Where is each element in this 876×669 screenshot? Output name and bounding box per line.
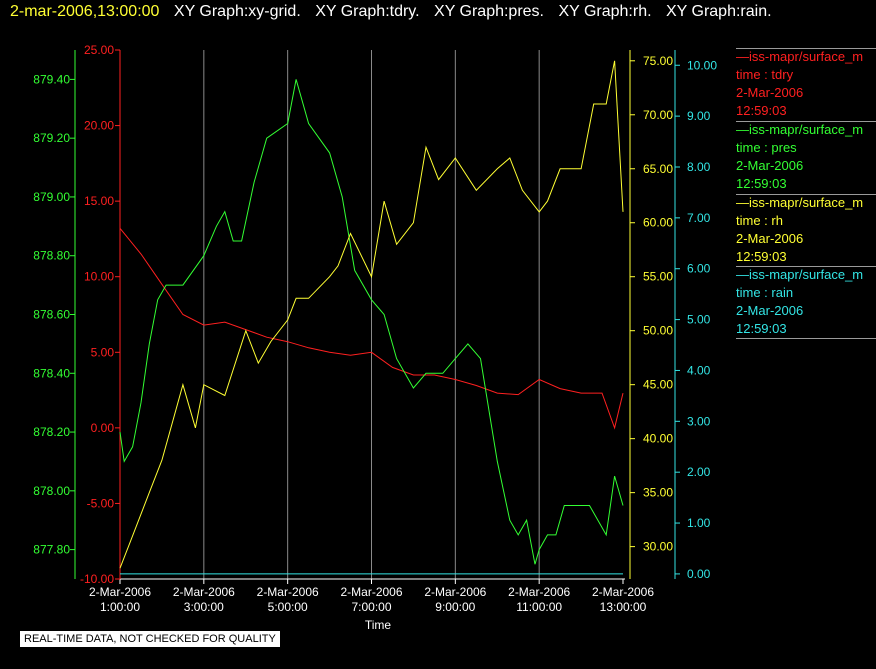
x-tick-date: 2-Mar-2006 <box>340 585 402 599</box>
rh-y-tick-label: 35.00 <box>643 486 673 500</box>
legend-separator <box>736 48 876 49</box>
rain-y-tick-label: 9.00 <box>687 109 711 123</box>
legend-separator <box>736 194 876 195</box>
x-tick-date: 2-Mar-2006 <box>592 585 654 599</box>
legend-entry-rh: —iss-mapr/surface_m time : rh 2-Mar-2006… <box>736 194 876 266</box>
legend-variable: time : pres <box>736 140 797 155</box>
legend-date: 2-Mar-2006 <box>736 231 804 246</box>
pres-y-tick-label: 878.40 <box>33 366 70 380</box>
x-axis-title: Time <box>364 618 392 632</box>
graph-name-pres: XY Graph:pres. <box>434 3 544 20</box>
x-tick-time: 13:00:00 <box>600 600 647 614</box>
x-tick-date: 2-Mar-2006 <box>257 585 319 599</box>
tdry-y-tick-label: 10.00 <box>84 270 114 284</box>
legend-source: —iss-mapr/surface_m <box>736 49 864 64</box>
legend-source: —iss-mapr/surface_m <box>736 267 864 282</box>
tdry-y-tick-label: -5.00 <box>87 496 115 510</box>
rh-y-tick-label: 65.00 <box>643 162 673 176</box>
rain-y-tick-label: 0.00 <box>687 567 711 581</box>
rh-y-tick-label: 70.00 <box>643 108 673 122</box>
tdry-series-line <box>119 227 624 430</box>
legend-separator <box>736 338 876 339</box>
rh-y-tick-label: 50.00 <box>643 324 673 338</box>
tdry-y-tick-label: 5.00 <box>91 345 115 359</box>
rain-y-tick-label: 8.00 <box>687 160 711 174</box>
graph-name-tdry: XY Graph:tdry. <box>315 3 420 20</box>
rh-y-tick-label: 45.00 <box>643 378 673 392</box>
quality-disclaimer: REAL-TIME DATA, NOT CHECKED FOR QUALITY <box>20 631 280 647</box>
legend-time: 12:59:03 <box>736 249 787 264</box>
x-tick-time: 5:00:00 <box>268 600 308 614</box>
x-tick-time: 7:00:00 <box>351 600 391 614</box>
rh-y-tick-label: 55.00 <box>643 270 673 284</box>
tdry-y-tick-label: 20.00 <box>84 119 114 133</box>
rain-y-tick-label: 6.00 <box>687 262 711 276</box>
rain-y-tick-label: 2.00 <box>687 465 711 479</box>
rain-y-tick-label: 4.00 <box>687 363 711 377</box>
x-tick-time: 11:00:00 <box>516 600 562 614</box>
legend-source: —iss-mapr/surface_m <box>736 122 864 137</box>
pres-y-tick-label: 878.60 <box>33 308 70 322</box>
tdry-y-tick-label: 0.00 <box>91 421 115 435</box>
pres-y-tick-label: 878.80 <box>33 249 70 263</box>
rh-y-tick-label: 40.00 <box>643 432 673 446</box>
rh-series-line <box>119 60 624 569</box>
graph-header: 2-mar-2006,13:00:00 XY Graph:xy-grid. XY… <box>10 3 772 21</box>
x-tick-date: 2-Mar-2006 <box>424 585 486 599</box>
legend-time: 12:59:03 <box>736 103 787 118</box>
legend-date: 2-Mar-2006 <box>736 158 804 173</box>
x-tick-time: 3:00:00 <box>184 600 224 614</box>
legend-entry-rain: —iss-mapr/surface_m time : rain 2-Mar-20… <box>736 266 876 339</box>
rain-y-tick-label: 1.00 <box>687 516 711 530</box>
graph-name-rain: XY Graph:rain. <box>666 3 772 20</box>
x-tick-time: 1:00:00 <box>100 600 140 614</box>
legend-date: 2-Mar-2006 <box>736 85 804 100</box>
legend-separator <box>736 121 876 122</box>
legend-separator <box>736 266 876 267</box>
pres-y-tick-label: 878.00 <box>33 484 70 498</box>
x-tick-time: 9:00:00 <box>435 600 475 614</box>
rain-y-tick-label: 7.00 <box>687 211 711 225</box>
x-tick-date: 2-Mar-2006 <box>173 585 235 599</box>
legend-variable: time : rain <box>736 285 794 300</box>
pres-y-tick-label: 879.00 <box>33 190 70 204</box>
legend-date: 2-Mar-2006 <box>736 303 804 318</box>
rain-y-tick-label: 3.00 <box>687 414 711 428</box>
legend-variable: time : tdry <box>736 67 794 82</box>
pres-series-line <box>119 79 624 565</box>
legend-entry-tdry: —iss-mapr/surface_m time : tdry 2-Mar-20… <box>736 48 876 120</box>
rh-y-tick-label: 75.00 <box>643 54 673 68</box>
pres-y-tick-label: 878.20 <box>33 425 70 439</box>
rain-y-tick-label: 10.00 <box>687 58 717 72</box>
legend-time: 12:59:03 <box>736 321 787 336</box>
legend-source: —iss-mapr/surface_m <box>736 195 864 210</box>
rain-y-tick-label: 5.00 <box>687 313 711 327</box>
graph-name-rh: XY Graph:rh. <box>558 3 652 20</box>
pres-y-tick-label: 879.40 <box>33 72 70 86</box>
rh-y-tick-label: 60.00 <box>643 216 673 230</box>
tdry-y-tick-label: -10.00 <box>80 572 114 586</box>
pres-y-tick-label: 879.20 <box>33 131 70 145</box>
legend-entry-pres: —iss-mapr/surface_m time : pres 2-Mar-20… <box>736 121 876 193</box>
x-tick-date: 2-Mar-2006 <box>508 585 570 599</box>
x-tick-date: 2-Mar-2006 <box>89 585 151 599</box>
tdry-y-tick-label: 15.00 <box>84 194 114 208</box>
pres-y-tick-label: 877.80 <box>33 543 70 557</box>
legend-variable: time : rh <box>736 213 783 228</box>
rh-y-tick-label: 30.00 <box>643 540 673 554</box>
tdry-y-tick-label: 25.00 <box>84 43 114 57</box>
graph-name-xy-grid: XY Graph:xy-grid. <box>173 3 301 20</box>
legend-time: 12:59:03 <box>736 176 787 191</box>
graph-timestamp: 2-mar-2006,13:00:00 <box>10 3 160 20</box>
